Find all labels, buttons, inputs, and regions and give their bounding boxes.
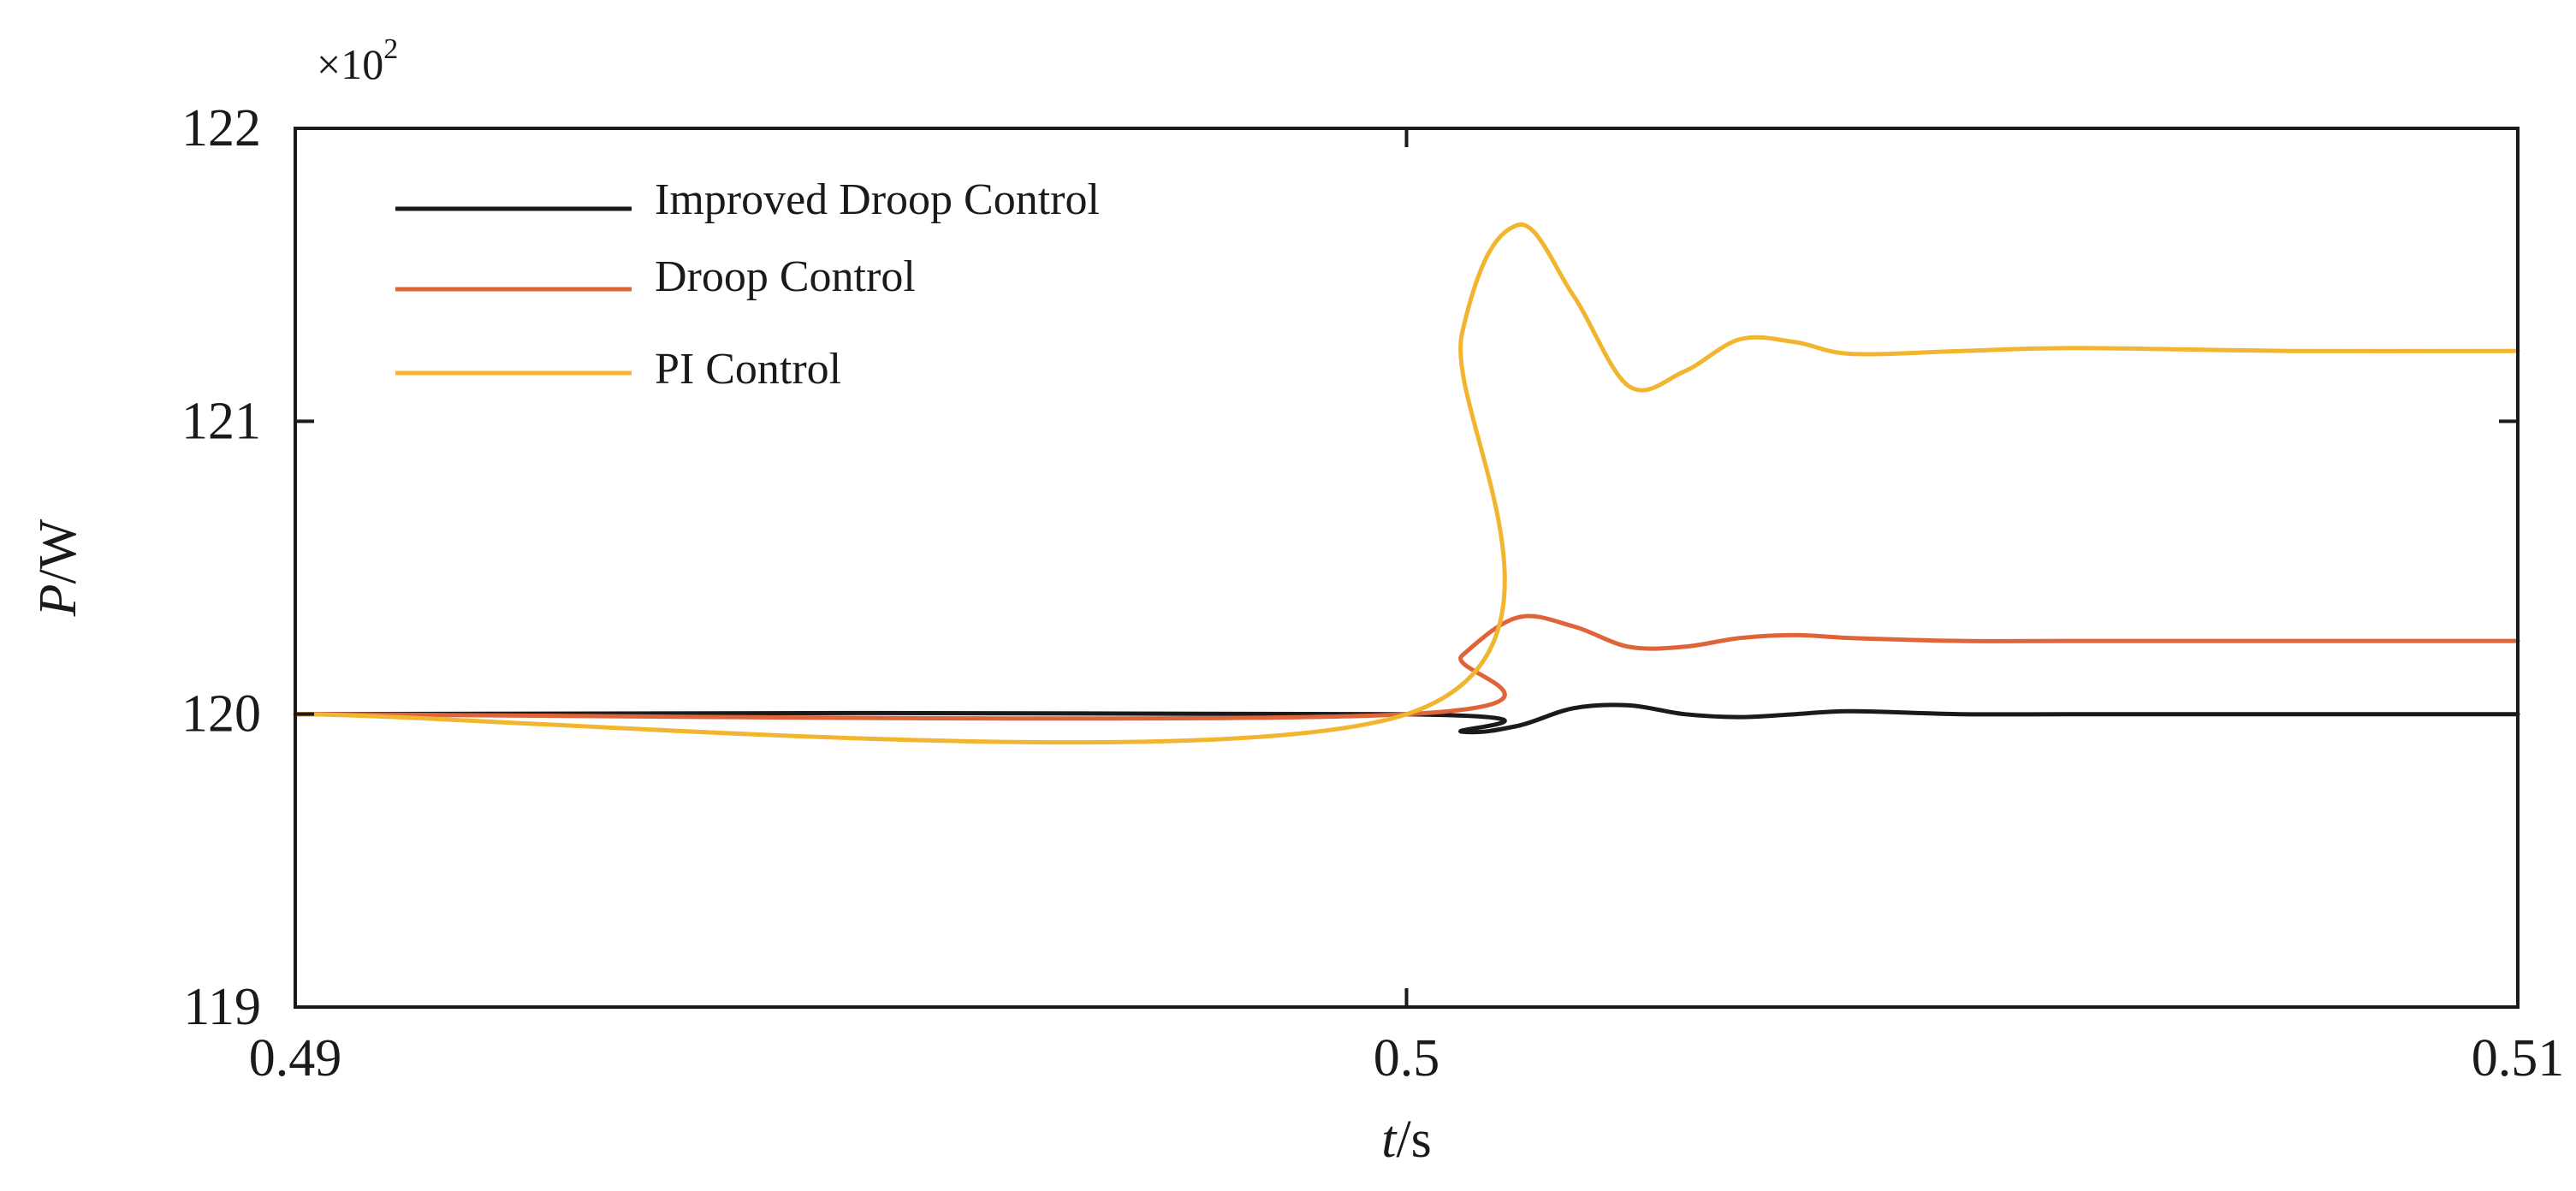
x-axis-label-symbol: t xyxy=(1381,1111,1398,1169)
x-ticks: 0.49 0.5 0.51 xyxy=(249,128,2565,1087)
y-multiplier-base: ×10 xyxy=(317,40,383,88)
legend-label: Improved Droop Control xyxy=(655,175,1100,224)
y-axis-label-symbol: P xyxy=(29,584,87,617)
y-tick-label: 119 xyxy=(183,978,261,1036)
legend-label: PI Control xyxy=(655,345,841,394)
y-multiplier-exponent: 2 xyxy=(383,33,398,65)
legend: Improved Droop Control Droop Control PI Co… xyxy=(395,175,1100,394)
series-line-pi-control xyxy=(293,222,2520,745)
series-line-improved-droop-control xyxy=(293,702,2520,735)
series-layer xyxy=(293,222,2520,745)
y-multiplier: ×102 xyxy=(317,33,398,88)
y-tick-label: 122 xyxy=(181,99,261,157)
x-tick-label: 0.51 xyxy=(2472,1029,2565,1087)
x-axis-label: t/s xyxy=(1381,1111,1432,1169)
x-axis-label-unit: /s xyxy=(1396,1111,1431,1169)
y-axis-label-unit: /W xyxy=(29,518,87,584)
y-tick-label: 120 xyxy=(181,685,261,744)
x-tick-label: 0.49 xyxy=(249,1029,342,1087)
y-tick-label: 121 xyxy=(181,392,261,450)
y-ticks: 119 120 121 122 xyxy=(181,99,2518,1036)
y-axis-label: P/W xyxy=(29,518,87,617)
legend-label: Droop Control xyxy=(655,252,916,301)
series-line-droop-control xyxy=(293,613,2520,721)
x-tick-label: 0.5 xyxy=(1374,1029,1440,1087)
